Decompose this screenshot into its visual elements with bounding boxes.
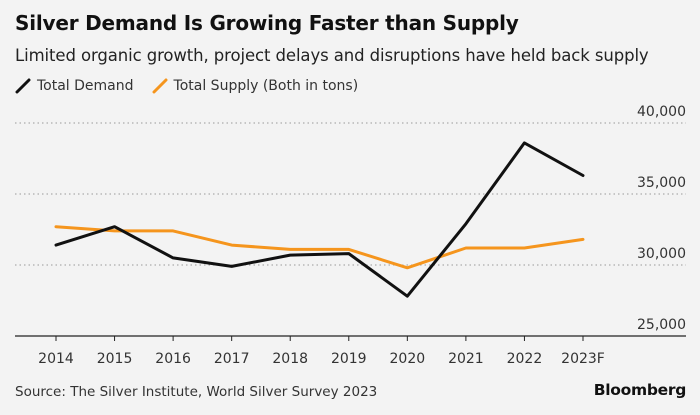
legend-item-supply: Total Supply (Both in tons) — [152, 78, 359, 94]
x-tick-label: 2015 — [97, 351, 133, 367]
x-tick-label: 2017 — [214, 351, 250, 367]
legend-item-demand: Total Demand — [15, 78, 134, 94]
demand-line-icon — [15, 78, 31, 94]
supply-line — [54, 225, 585, 270]
source-note: Source: The Silver Institute, World Silv… — [15, 384, 378, 400]
y-tick-label: 30,000 — [637, 246, 686, 262]
y-tick-label: 40,000 — [637, 104, 686, 120]
x-tick-label: 2020 — [390, 351, 426, 367]
x-tick-label: 2016 — [155, 351, 191, 367]
chart-subtitle: Limited organic growth, project delays a… — [15, 46, 649, 65]
demand-line — [54, 141, 585, 298]
legend-label-supply: Total Supply (Both in tons) — [173, 78, 359, 94]
legend: Total Demand Total Supply (Both in tons) — [15, 78, 376, 94]
bloomberg-logo: Bloomberg — [593, 381, 687, 399]
y-tick-label: 35,000 — [637, 175, 686, 191]
x-tick-label: 2014 — [38, 351, 74, 367]
chart-title: Silver Demand Is Growing Faster than Sup… — [15, 11, 519, 35]
supply-line-icon — [152, 78, 168, 94]
x-tick-label: 2019 — [331, 351, 367, 367]
x-tick-label: 2023F — [561, 351, 605, 367]
x-tick-label: 2018 — [272, 351, 308, 367]
legend-label-demand: Total Demand — [37, 78, 134, 94]
x-tick-label: 2022 — [507, 351, 543, 367]
x-tick-label: 2021 — [448, 351, 484, 367]
y-tick-label: 25,000 — [637, 317, 686, 333]
